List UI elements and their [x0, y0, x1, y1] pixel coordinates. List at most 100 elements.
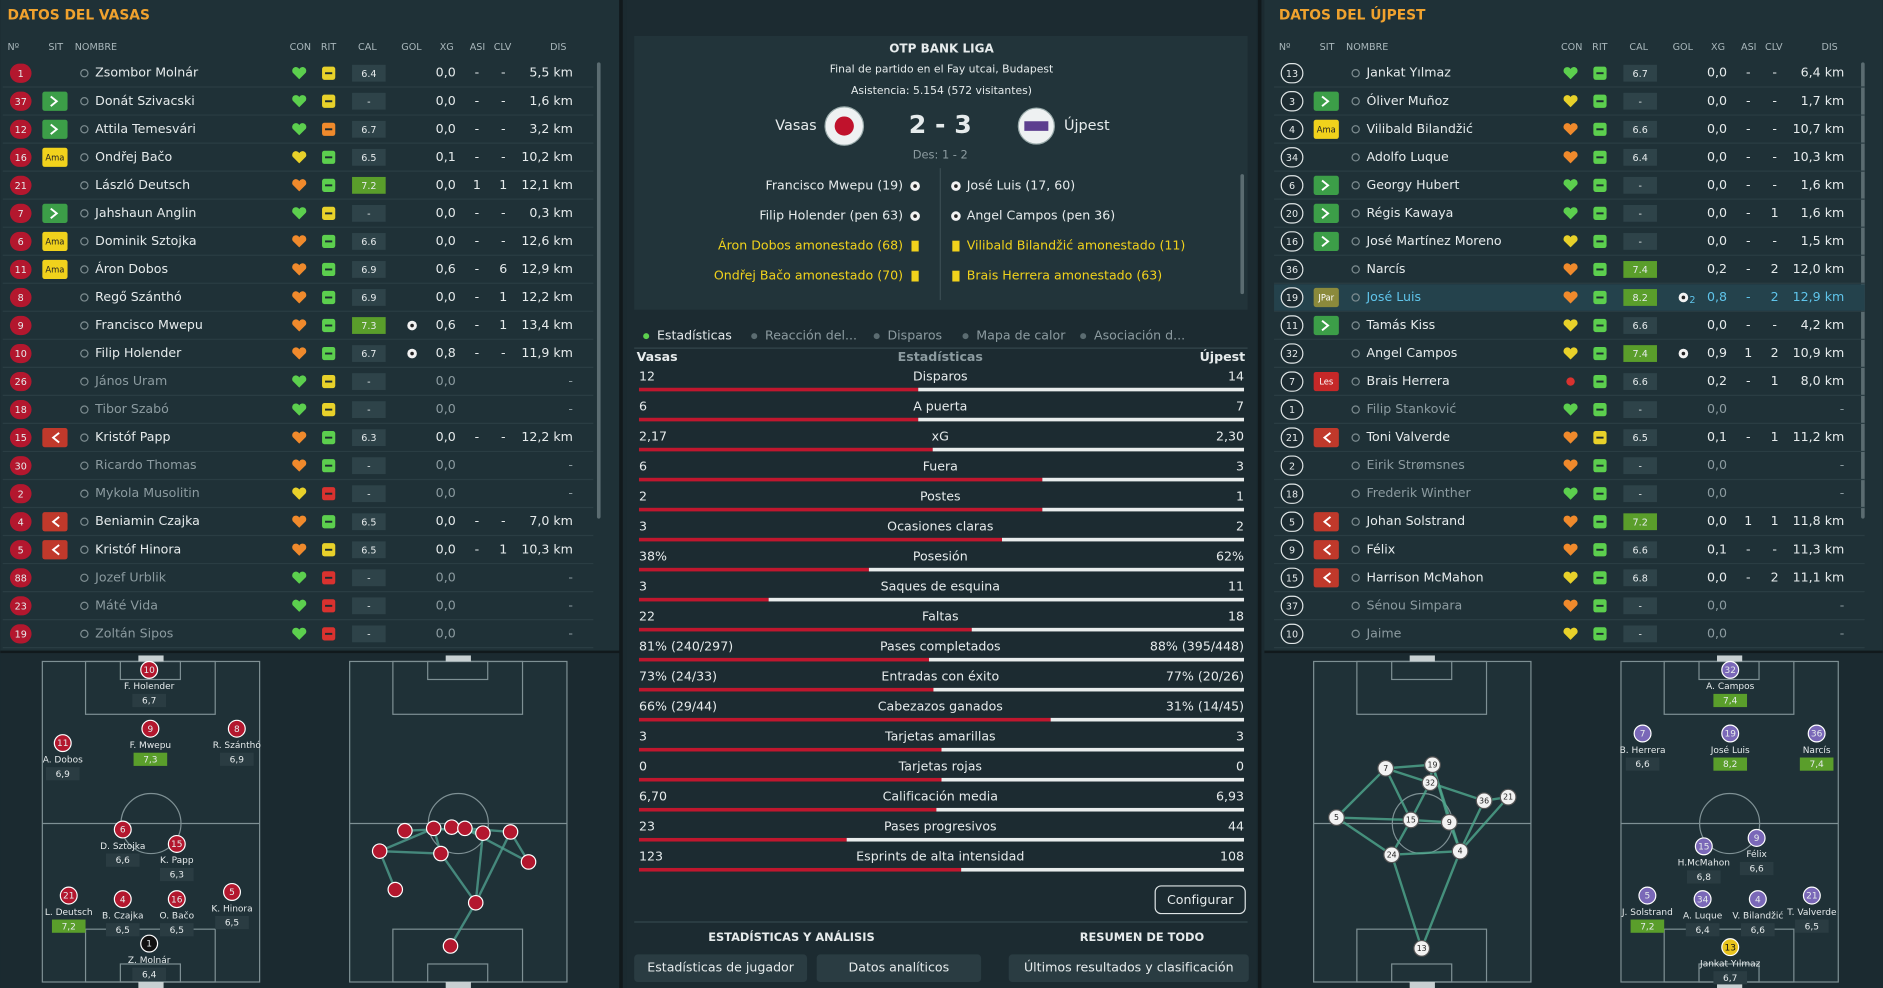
marker-number: 4 [1755, 895, 1761, 905]
player-marker [227, 719, 246, 738]
button[interactable] [816, 954, 982, 982]
marker-rating: 6,7 [1723, 974, 1737, 984]
player-rating: 6.5 [361, 545, 376, 556]
marker-rating: 6,5 [116, 926, 130, 936]
stat-home: 2,17 [639, 428, 667, 443]
marker-number: 5 [229, 888, 235, 898]
stat-home: 3 [639, 729, 647, 744]
stat-label: Calificación media [883, 789, 998, 804]
player-name: Filip Stanković [1366, 401, 1456, 416]
player-marker [140, 934, 159, 953]
marker-rating-box [1713, 757, 1748, 771]
assists: - [1746, 177, 1751, 192]
key-passes: 1 [499, 289, 507, 304]
configure-button[interactable] [1154, 885, 1246, 915]
network-node [1451, 842, 1469, 860]
player-number: 88 [15, 573, 27, 584]
home-crest [834, 116, 854, 136]
player-name: Eirik Strømsnes [1366, 457, 1464, 472]
distance: 1,7 km [1801, 93, 1845, 108]
distance: 3,2 km [529, 121, 573, 136]
condition-icon [1563, 319, 1578, 332]
assists: - [475, 317, 480, 332]
tab[interactable]: Mapa de calor [976, 328, 1066, 343]
player-name: Filip Holender [95, 345, 182, 360]
tab[interactable]: Disparos [887, 328, 942, 343]
stat-bar-home [638, 537, 1003, 542]
assists: - [1746, 121, 1751, 136]
xg: 0,0 [1707, 149, 1727, 164]
configure-label[interactable]: Configurar [1167, 892, 1234, 907]
player-number: 9 [18, 321, 24, 332]
player-marker [167, 890, 186, 909]
distance: - [1840, 625, 1845, 640]
button-label[interactable]: Estadísticas de jugador [647, 960, 795, 975]
key-passes: 1 [499, 317, 507, 332]
button-label[interactable]: Últimos resultados y clasificación [1024, 960, 1234, 975]
lock-icon [1351, 293, 1360, 302]
button[interactable] [1008, 954, 1249, 982]
rating-box [352, 64, 386, 82]
network-node [502, 824, 519, 840]
key-passes: 6 [499, 261, 507, 276]
marker-rating-box [1687, 870, 1721, 884]
assists: - [1746, 541, 1751, 556]
key-passes: - [501, 513, 506, 528]
assists: - [1746, 233, 1751, 248]
substitution-arrow [1321, 207, 1330, 219]
player-rating: - [1638, 601, 1641, 612]
key-passes: - [501, 121, 506, 136]
stat-home: 23 [639, 819, 655, 834]
player-name: Harrison McMahon [1366, 569, 1483, 584]
distance: 13,4 km [521, 317, 573, 332]
rating-box [352, 261, 386, 278]
goal [138, 655, 164, 662]
home-event: Áron Dobos amonestado (68) [718, 238, 903, 253]
stat-away: 7 [1236, 398, 1244, 413]
lock-icon [80, 629, 89, 639]
condition-icon [1563, 403, 1578, 416]
player-number: 1 [18, 69, 24, 80]
player-name: Óliver Muñoz [1366, 93, 1449, 108]
assists: 1 [473, 177, 481, 192]
xg: 0,1 [1707, 541, 1727, 556]
distance: - [568, 485, 573, 500]
xg: 0,9 [1707, 345, 1727, 360]
player-rating: - [367, 405, 370, 416]
button[interactable] [634, 954, 808, 982]
player-name: Jahshaun Anglin [94, 205, 196, 220]
lock-icon [80, 97, 89, 106]
xg: 0,0 [1707, 625, 1727, 640]
marker-name: T. Valverde [1786, 908, 1837, 918]
goal-icon [410, 323, 414, 328]
center-circle [1699, 792, 1761, 855]
player-rating: 6.9 [361, 265, 376, 276]
condition-icon [292, 487, 307, 500]
player-number: 10 [15, 349, 27, 360]
marker-number: 11 [57, 739, 68, 749]
player-number: 5 [18, 545, 24, 556]
pass-link [1459, 800, 1486, 852]
marker-number: 32 [1724, 666, 1735, 676]
tab[interactable]: Asociación d... [1094, 328, 1185, 343]
number-badge [9, 119, 32, 139]
tab[interactable]: Estadísticas [657, 328, 732, 343]
tab[interactable]: Reacción del... [765, 328, 857, 343]
stat-away: 3 [1236, 729, 1244, 744]
marker-name: Félix [1746, 849, 1767, 860]
card-icon [952, 270, 960, 282]
marker-number: 10 [143, 666, 155, 676]
rating-box [352, 204, 386, 222]
marker-rating: 6,4 [1695, 926, 1710, 936]
player-number: 16 [1286, 237, 1298, 248]
assists: - [475, 429, 480, 444]
player-number: 8 [18, 293, 24, 304]
condition-icon [292, 375, 307, 388]
stat-bar-away [868, 567, 1245, 572]
card-icon [911, 270, 919, 282]
button-label[interactable]: Datos analíticos [849, 960, 950, 975]
player-rating: - [1638, 181, 1641, 192]
number-badge [9, 596, 32, 616]
rating-box [352, 457, 386, 475]
distance: 11,3 km [1793, 541, 1845, 556]
